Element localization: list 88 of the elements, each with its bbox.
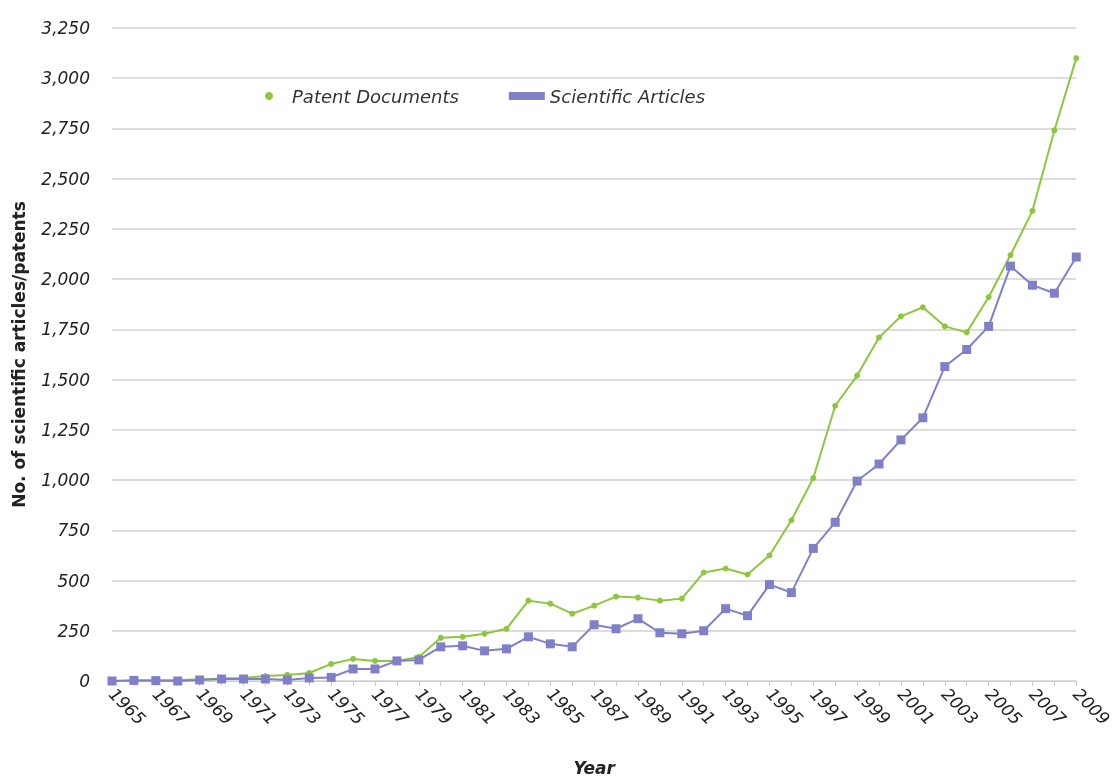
point (744, 571, 751, 578)
point (1051, 127, 1058, 134)
point (1006, 261, 1016, 271)
point (1049, 288, 1059, 298)
point (743, 611, 753, 621)
y-tick-label: 3,250 (41, 18, 90, 38)
y-tick-label: 500 (57, 570, 90, 591)
point (941, 323, 948, 330)
point (677, 629, 687, 639)
y-tick-label: 1,250 (41, 419, 90, 440)
point (830, 517, 840, 527)
point (678, 595, 685, 602)
point (591, 602, 598, 609)
point (634, 594, 641, 601)
point (633, 614, 643, 624)
point (940, 362, 950, 372)
point (501, 644, 511, 654)
point (436, 642, 446, 652)
y-tick-label: 1,750 (41, 319, 90, 340)
point (897, 313, 904, 320)
point (1027, 280, 1037, 290)
point (766, 552, 773, 559)
point (523, 632, 533, 642)
point (700, 569, 707, 576)
point (984, 321, 994, 331)
x-axis-title: Year (573, 757, 617, 778)
point (1029, 207, 1036, 214)
point (896, 435, 906, 445)
point (832, 402, 839, 409)
point (437, 634, 444, 641)
point (370, 664, 380, 674)
point (350, 655, 357, 662)
point (304, 673, 314, 683)
y-tick-label: 0 (79, 671, 90, 691)
y-tick-label: 2,500 (41, 168, 90, 189)
point (808, 543, 818, 553)
point (481, 630, 488, 637)
point (569, 610, 576, 617)
y-axis-title: No. of scientific articles/patents (8, 201, 29, 508)
point (459, 633, 466, 640)
point (699, 626, 709, 636)
point (567, 642, 577, 652)
point (260, 674, 270, 684)
point (613, 593, 620, 600)
point (919, 304, 926, 311)
point (962, 344, 972, 354)
point (525, 597, 532, 604)
point (282, 675, 292, 685)
point (545, 639, 555, 649)
point (589, 620, 599, 630)
point (458, 641, 468, 651)
point (764, 580, 774, 590)
point (414, 655, 424, 665)
point (788, 517, 795, 524)
point (918, 413, 928, 423)
point (874, 459, 884, 469)
y-tick-label: 1,000 (41, 470, 90, 491)
point (326, 672, 336, 682)
point (656, 597, 663, 604)
point (1007, 252, 1014, 259)
point (786, 588, 796, 598)
point (480, 646, 490, 656)
point (852, 476, 862, 486)
point (1071, 252, 1081, 262)
point (722, 565, 729, 572)
point (810, 475, 817, 482)
point (348, 664, 358, 674)
y-tick-label: 3,000 (41, 68, 90, 89)
point (1073, 55, 1080, 62)
point (611, 624, 621, 634)
point (503, 625, 510, 632)
point (547, 600, 554, 607)
y-tick-label: 2,750 (41, 118, 90, 139)
y-tick-label: 2,250 (41, 218, 90, 239)
y-tick-label: 750 (57, 520, 90, 541)
y-tick-label: 1,500 (41, 369, 90, 390)
point (963, 329, 970, 336)
point (655, 628, 665, 638)
y-tick-label: 2,000 (41, 269, 90, 290)
point (328, 660, 335, 667)
point (985, 294, 992, 301)
legend-label: Patent Documents (292, 85, 459, 107)
point (876, 334, 883, 341)
legend-label: Scientific Articles (549, 85, 706, 107)
point (721, 604, 731, 614)
point (371, 657, 378, 664)
point (854, 372, 861, 379)
y-tick-label: 250 (57, 620, 90, 641)
